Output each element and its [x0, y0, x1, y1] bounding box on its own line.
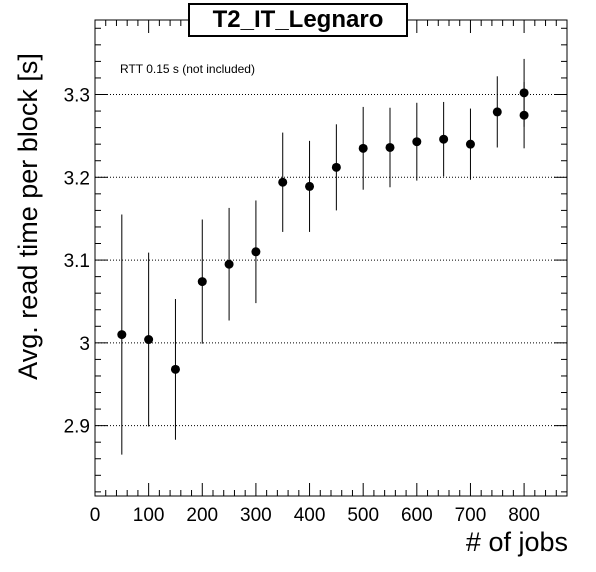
data-point	[412, 137, 422, 147]
data-point	[170, 364, 180, 374]
data-point	[492, 107, 502, 117]
data-point	[465, 139, 475, 149]
x-tick-label: 500	[347, 505, 379, 526]
plot-frame	[94, 19, 568, 497]
chart-title: T2_IT_Legnaro	[188, 3, 408, 37]
data-point	[197, 277, 207, 287]
x-tick-label: 700	[455, 505, 487, 526]
tick-labels: 0 100 200 300 400 500 600 700 800 2.9 3 3.1 3.2 3.3	[64, 86, 540, 526]
x-tick-label: 100	[133, 505, 165, 526]
y-axis-label: Avg. read time per block [s]	[12, 52, 43, 380]
x-tick-label: 400	[294, 505, 326, 526]
x-tick-label: 0	[90, 505, 101, 526]
plot-border	[94, 19, 568, 497]
data-points	[117, 58, 529, 455]
x-tick-label: 300	[240, 505, 272, 526]
data-point	[251, 247, 261, 257]
data-point	[385, 142, 395, 152]
data-point	[358, 143, 368, 153]
y-tick-label: 3.2	[64, 168, 90, 189]
axis-ticks	[94, 20, 568, 496]
x-tick-label: 800	[508, 505, 540, 526]
data-point	[224, 259, 234, 269]
data-point	[331, 162, 341, 172]
data-point	[144, 335, 154, 345]
y-tick-label: 3	[79, 334, 90, 355]
data-point	[439, 134, 449, 144]
x-axis-label: # of jobs	[465, 527, 568, 557]
x-tick-label: 200	[186, 505, 218, 526]
grid-lines	[95, 94, 567, 427]
rtt-annotation: RTT 0.15 s (not included)	[120, 62, 255, 76]
y-tick-label: 2.9	[64, 417, 90, 438]
x-tick-label: 600	[401, 505, 433, 526]
data-point	[278, 177, 288, 187]
y-tick-label: 3.1	[64, 251, 90, 272]
data-point	[519, 110, 529, 120]
y-tick-label: 3.3	[64, 86, 90, 107]
data-point	[305, 181, 315, 191]
data-point	[117, 330, 127, 340]
